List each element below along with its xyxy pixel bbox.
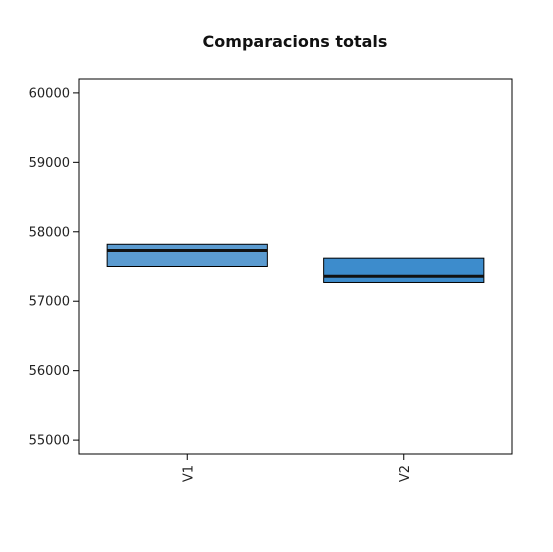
y-tick-label: 57000 (29, 295, 70, 310)
boxes-group (106, 243, 485, 283)
plot-frame (78, 78, 513, 455)
x-axis: V1 V2 (181, 454, 413, 482)
box-v2 (323, 257, 485, 283)
x-tick-label: V2 (398, 465, 413, 482)
y-tick-label: 56000 (29, 364, 70, 379)
chart-title: Comparacions totals (203, 32, 388, 51)
x-tick-label: V1 (181, 465, 196, 482)
y-tick-label: 59000 (29, 156, 70, 171)
y-tick-label: 58000 (29, 225, 70, 240)
y-axis: 55000 56000 57000 58000 59000 60000 (29, 86, 79, 449)
y-tick-label: 60000 (29, 86, 70, 101)
box-v1 (106, 243, 268, 267)
y-tick-label: 55000 (29, 434, 70, 449)
